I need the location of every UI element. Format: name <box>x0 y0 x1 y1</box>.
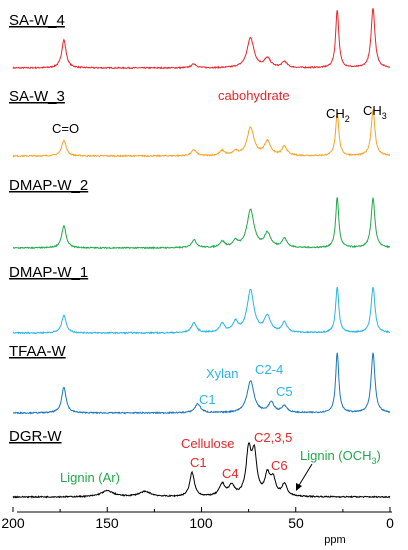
tick-label-0: 0 <box>386 515 394 531</box>
annotation-co: C=O <box>52 121 79 136</box>
spectrum-dmap-w-2 <box>12 197 391 250</box>
spectrum-sa-w-3 <box>12 109 390 158</box>
lignin-och3-arrow-line <box>297 463 313 488</box>
spectra-layer <box>12 8 391 499</box>
annotation-carbohydrate: cabohydrate <box>218 88 290 103</box>
label-sa-w-4: SA-W_4 <box>9 12 65 29</box>
label-dmap-w-1: DMAP-W_1 <box>9 264 88 281</box>
spectrum-dgr-w <box>12 442 391 499</box>
annotation-c5: C5 <box>276 384 293 399</box>
annotation-xylan: Xylan <box>206 366 239 381</box>
label-dmap-w-2: DMAP-W_2 <box>9 177 88 194</box>
spectrum-sa-w-4 <box>12 8 391 70</box>
annotation-lignin-ar: Lignin (Ar) <box>60 470 120 485</box>
label-sa-w-3: SA-W_3 <box>9 88 65 105</box>
annotation-c6: C6 <box>271 458 288 473</box>
annotation-ch2: CH2 <box>326 106 350 124</box>
tick-label-50: 50 <box>288 515 304 531</box>
annotation-lignin-och3: Lignin (OCH3) <box>300 448 381 466</box>
x-axis-ticks <box>12 507 391 512</box>
annotation-ch3: CH3 <box>363 103 387 121</box>
annotation-c2-3-5: C2,3,5 <box>254 430 292 445</box>
annotation-c1-cellulose: C1 <box>190 455 207 470</box>
x-axis-label: ppm <box>324 534 345 546</box>
spectrum-dmap-w-1 <box>12 286 391 335</box>
tick-label-100: 100 <box>189 515 213 531</box>
label-dgr-w: DGR-W <box>9 428 62 445</box>
annotation-c1-xylan: C1 <box>199 392 216 407</box>
lignin-och3-arrowhead <box>296 483 302 491</box>
annotation-cellulose: Cellulose <box>181 436 234 451</box>
annotation-c2-4: C2-4 <box>255 362 283 377</box>
tick-label-200: 200 <box>1 515 25 531</box>
spectrum-tfaa-w <box>12 352 391 415</box>
annotation-c4: C4 <box>222 466 239 481</box>
label-tfaa-w: TFAA-W <box>9 343 67 360</box>
tick-label-150: 150 <box>95 515 119 531</box>
